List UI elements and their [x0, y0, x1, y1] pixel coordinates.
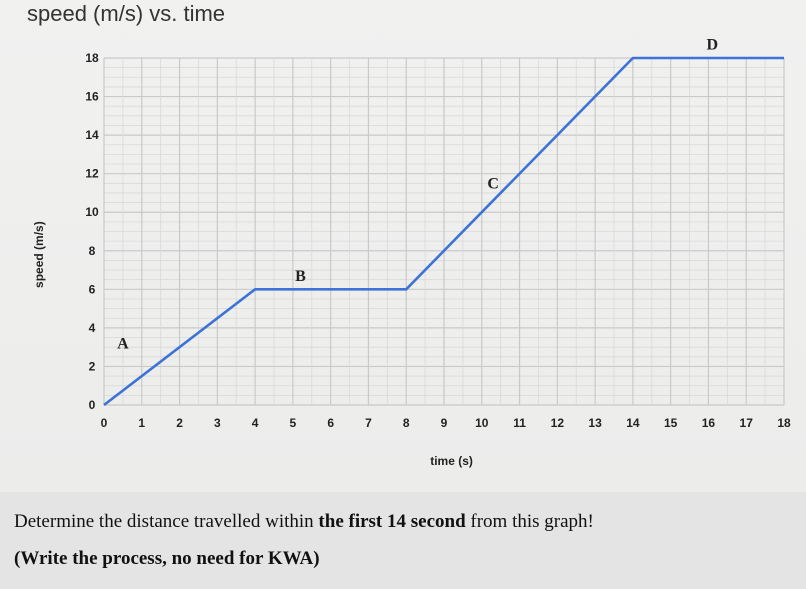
y-axis-label: speed (m/s) — [32, 221, 46, 288]
y-tick-label: 14 — [85, 128, 99, 142]
x-tick-label: 14 — [626, 416, 640, 430]
segment-label-d: D — [706, 37, 718, 54]
x-tick-label: 16 — [702, 416, 716, 430]
x-tick-label: 4 — [252, 416, 259, 430]
y-tick-label: 0 — [89, 398, 96, 412]
y-tick-label: 4 — [89, 321, 96, 335]
question-part2: from this graph! — [465, 511, 594, 532]
y-tick-label: 12 — [85, 167, 99, 181]
x-tick-label: 0 — [101, 416, 108, 430]
segment-label-c: C — [487, 175, 499, 192]
x-axis-label: time (s) — [430, 454, 473, 468]
x-tick-label: 15 — [664, 416, 678, 430]
x-tick-label: 9 — [441, 416, 448, 430]
x-tick-label: 12 — [551, 416, 565, 430]
y-tick-label: 10 — [85, 205, 99, 219]
question-bold: the first 14 second — [318, 511, 466, 532]
x-tick-label: 2 — [176, 416, 183, 430]
y-tick-label: 8 — [89, 244, 96, 258]
x-tick-label: 10 — [475, 416, 489, 430]
y-tick-label: 18 — [85, 51, 99, 65]
question-area: Determine the distance travelled within … — [0, 492, 806, 589]
segment-label-a: A — [117, 335, 129, 352]
graph-photo — [0, 0, 806, 492]
series-line — [103, 56, 784, 407]
question-text: Determine the distance travelled within … — [14, 511, 594, 533]
segment-label-b: B — [295, 268, 306, 285]
y-tick-label: 16 — [85, 90, 99, 104]
x-tick-label: 8 — [403, 416, 410, 430]
x-tick-label: 3 — [214, 416, 221, 430]
question-part1: Determine the distance travelled within — [14, 511, 319, 532]
y-tick-label: 2 — [89, 359, 96, 373]
x-tick-label: 6 — [327, 416, 334, 430]
x-tick-label: 17 — [740, 416, 754, 430]
x-tick-label: 5 — [290, 416, 297, 430]
x-tick-label: 13 — [588, 416, 602, 430]
y-tick-label: 6 — [89, 282, 96, 296]
x-tick-label: 1 — [138, 416, 145, 430]
chart-title: speed (m/s) vs. time — [27, 1, 225, 26]
x-tick-label: 7 — [365, 416, 372, 430]
instruction-text: (Write the process, no need for KWA) — [14, 548, 320, 569]
x-tick-label: 11 — [513, 416, 526, 430]
x-tick-label: 18 — [777, 416, 791, 430]
